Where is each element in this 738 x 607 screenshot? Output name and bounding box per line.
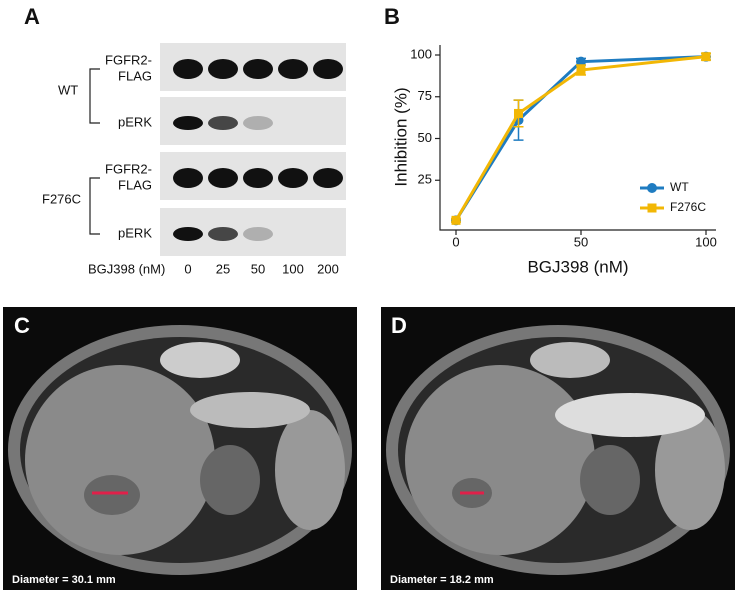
caption: Diameter = 30.1 mm (12, 574, 116, 586)
blot-band (313, 168, 343, 188)
legend-marker (647, 203, 657, 213)
row-label: FGFR2- (105, 52, 152, 67)
lane-label: 50 (251, 261, 265, 276)
blot-band (243, 116, 273, 130)
blot-band (243, 227, 273, 241)
lane-label: 200 (317, 261, 339, 276)
x-tick-label: 50 (574, 234, 588, 249)
y-axis-title: Inhibition (%) (391, 87, 410, 186)
x-label: BGJ398 (nM) (88, 261, 165, 276)
blot-band (173, 168, 203, 188)
row-label: FLAG (118, 68, 152, 83)
marker (514, 108, 523, 118)
x-tick-label: 0 (452, 234, 459, 249)
marker (701, 52, 711, 62)
y-tick-label: 75 (418, 88, 432, 103)
row-label: FGFR2- (105, 161, 152, 176)
series-line (454, 55, 707, 222)
series-line (454, 55, 707, 222)
blot-band (243, 59, 273, 79)
blot-band (278, 168, 308, 188)
y-tick-label: 50 (418, 130, 432, 145)
row-label: FLAG (118, 177, 152, 192)
blot-band (173, 227, 203, 241)
blot-band (278, 59, 308, 79)
marker (576, 56, 586, 67)
legend-marker (647, 183, 657, 193)
x-axis-title: BGJ398 (nM) (527, 257, 628, 276)
blot-band (173, 116, 203, 130)
lane-label: 25 (216, 261, 230, 276)
marker (451, 215, 461, 225)
blot-band (208, 227, 238, 241)
legend-label: WT (670, 180, 689, 194)
blot-band (313, 59, 343, 79)
blot-band (173, 59, 203, 79)
row-label: pERK (118, 114, 152, 129)
bracket (89, 177, 100, 235)
y-tick-label: 100 (410, 46, 432, 61)
marker (576, 65, 586, 75)
x-tick-label: 100 (695, 234, 717, 249)
group-label: WT (58, 82, 78, 97)
panel-label: C (14, 313, 30, 338)
panel-label: D (391, 313, 407, 338)
caption: Diameter = 18.2 mm (390, 574, 494, 586)
mri-image-c (3, 307, 357, 590)
legend-label: F276C (670, 200, 706, 214)
lane-label: 0 (184, 261, 191, 276)
bracket (89, 68, 100, 124)
panel-label: B (384, 4, 400, 29)
blot-band (208, 59, 238, 79)
y-tick-label: 25 (418, 172, 432, 187)
lane-label: 100 (282, 261, 304, 276)
group-label: F276C (42, 191, 81, 206)
blot-band (208, 116, 238, 130)
row-label: pERK (118, 225, 152, 240)
axis (439, 45, 716, 231)
mri-image-d (381, 307, 735, 590)
panel-label: A (24, 4, 40, 29)
blot-band (208, 168, 238, 188)
blot-band (243, 168, 273, 188)
